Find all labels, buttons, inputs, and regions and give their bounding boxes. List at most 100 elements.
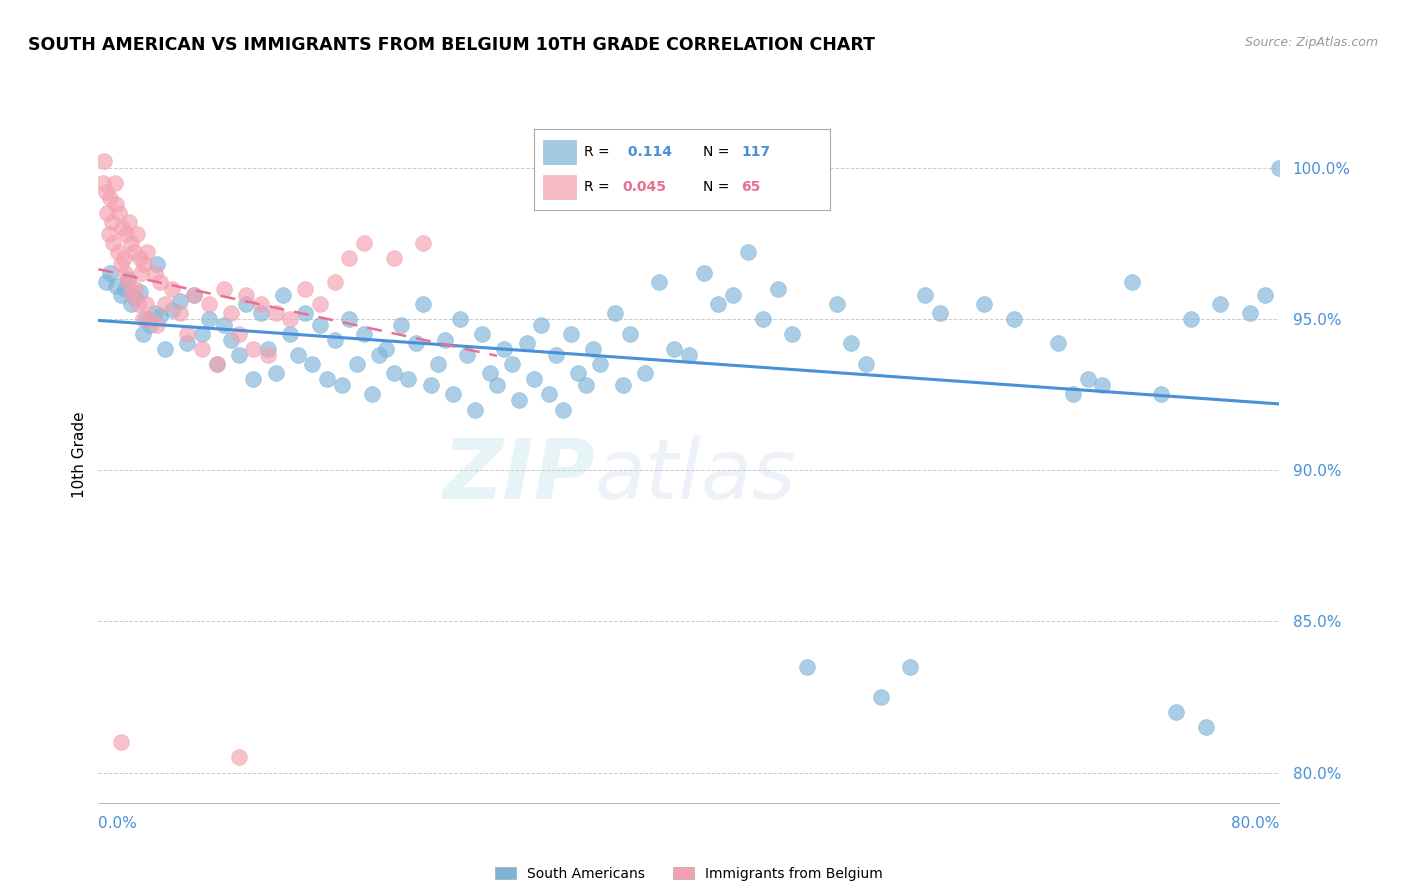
Text: 0.0%: 0.0% [98, 816, 138, 831]
Point [162, 302, 183, 317]
Point [205, 357, 228, 371]
Point [523, 372, 546, 386]
Point [973, 296, 995, 310]
Point [135, 296, 157, 310]
Point [219, 306, 243, 320]
Point [110, 257, 132, 271]
Point [183, 287, 205, 301]
Point [235, 296, 257, 310]
Text: N =: N = [703, 180, 734, 194]
Point [278, 311, 302, 326]
Point [257, 342, 280, 356]
Point [114, 281, 136, 295]
Point [115, 227, 138, 241]
Point [337, 252, 360, 266]
Point [1254, 287, 1277, 301]
Point [107, 245, 129, 260]
Point [108, 206, 131, 220]
Point [869, 690, 891, 704]
Point [91, 176, 114, 190]
Point [139, 318, 162, 332]
Point [122, 245, 145, 260]
Point [198, 296, 221, 310]
Point [104, 176, 127, 190]
Point [567, 366, 589, 380]
Point [419, 378, 441, 392]
Text: 65: 65 [741, 180, 761, 194]
Point [737, 245, 759, 260]
Point [914, 287, 936, 301]
Point [375, 342, 398, 356]
Point [271, 287, 294, 301]
Point [441, 387, 464, 401]
Point [97, 227, 120, 241]
Point [169, 306, 191, 320]
Point [114, 267, 136, 281]
Point [128, 252, 150, 266]
Point [633, 366, 655, 380]
Point [219, 333, 243, 347]
Point [516, 336, 538, 351]
Point [782, 326, 804, 341]
Text: 0.114: 0.114 [623, 145, 672, 159]
Point [1046, 336, 1069, 351]
Point [501, 357, 523, 371]
Point [228, 750, 250, 764]
Point [105, 197, 128, 211]
Point [278, 326, 302, 341]
Point [309, 296, 332, 310]
Point [103, 236, 125, 251]
Point [412, 236, 434, 251]
Point [94, 276, 117, 290]
Point [309, 318, 332, 332]
Point [1180, 311, 1202, 326]
Point [382, 366, 405, 380]
Point [494, 342, 516, 356]
Point [176, 336, 198, 351]
Point [294, 306, 316, 320]
Point [149, 309, 172, 323]
Point [796, 659, 818, 673]
Point [132, 326, 155, 341]
Point [198, 311, 221, 326]
Point [153, 296, 176, 310]
Point [124, 291, 146, 305]
Point [456, 348, 478, 362]
Bar [543, 140, 575, 164]
Bar [543, 175, 575, 199]
Point [143, 306, 166, 320]
Point [212, 281, 235, 295]
Point [751, 311, 773, 326]
Point [112, 252, 135, 266]
Point [110, 735, 132, 749]
Text: SOUTH AMERICAN VS IMMIGRANTS FROM BELGIUM 10TH GRADE CORRELATION CHART: SOUTH AMERICAN VS IMMIGRANTS FROM BELGIU… [28, 36, 875, 54]
Point [1164, 705, 1187, 719]
Point [191, 342, 214, 356]
Point [110, 287, 132, 301]
Point [117, 276, 139, 290]
Point [191, 326, 214, 341]
Point [121, 287, 143, 301]
Point [264, 366, 287, 380]
Point [301, 357, 323, 371]
Point [553, 402, 575, 417]
Point [136, 245, 159, 260]
Point [143, 267, 166, 281]
Point [146, 257, 169, 271]
Point [346, 357, 368, 371]
Point [766, 281, 789, 295]
Text: 117: 117 [741, 145, 770, 159]
Point [294, 281, 316, 295]
Point [105, 278, 128, 293]
Point [242, 342, 264, 356]
Point [582, 342, 605, 356]
Point [120, 236, 142, 251]
Point [176, 326, 198, 341]
Point [264, 306, 287, 320]
Point [353, 236, 375, 251]
Point [855, 357, 877, 371]
Point [537, 387, 560, 401]
Point [664, 342, 686, 356]
Point [134, 257, 156, 271]
Point [212, 318, 235, 332]
